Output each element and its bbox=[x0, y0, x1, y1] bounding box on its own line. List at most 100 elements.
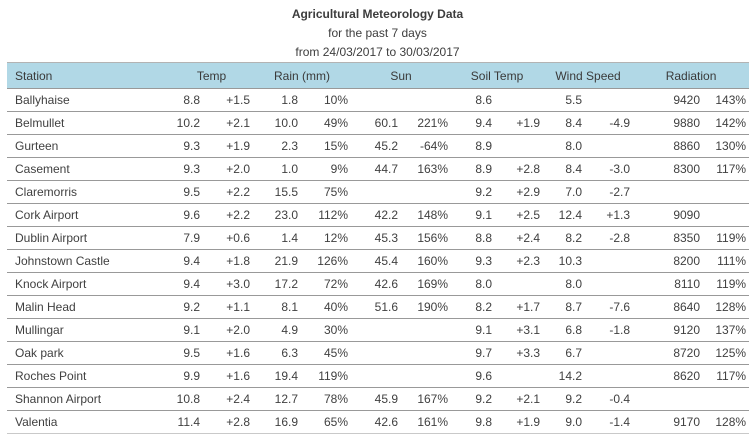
cell-wind_speed: 9.0 bbox=[543, 410, 586, 434]
column-header-sun: Sun bbox=[351, 62, 452, 89]
cell-sun_pct: 156% bbox=[401, 226, 452, 250]
cell-soil_temp_anomaly bbox=[495, 134, 544, 158]
cell-radiation_pct bbox=[703, 180, 750, 204]
cell-sun_pct bbox=[401, 180, 452, 204]
cell-radiation: 9120 bbox=[633, 318, 704, 342]
cell-soil_temp: 8.9 bbox=[451, 157, 496, 181]
column-header-wind-speed: Wind Speed bbox=[543, 62, 634, 89]
cell-station: Casement bbox=[7, 157, 170, 181]
cell-wind_speed_anomaly: -0.4 bbox=[585, 387, 634, 411]
cell-radiation: 8620 bbox=[633, 364, 704, 388]
cell-soil_temp_anomaly: +2.8 bbox=[495, 157, 544, 181]
cell-sun bbox=[351, 341, 401, 365]
cell-wind_speed: 8.0 bbox=[543, 272, 586, 296]
cell-wind_speed: 10.3 bbox=[543, 249, 586, 273]
meteorology-data-table: Station Temp Rain (mm) Sun Soil Temp Wind Spe… bbox=[7, 62, 750, 434]
cell-rain: 4.9 bbox=[253, 318, 301, 342]
cell-station: Roches Point bbox=[7, 364, 170, 388]
cell-temp_anomaly: +0.6 bbox=[203, 226, 253, 250]
cell-soil_temp_anomaly bbox=[495, 88, 544, 112]
cell-sun_pct bbox=[401, 88, 452, 112]
cell-sun_pct: 190% bbox=[401, 295, 452, 319]
cell-soil_temp: 9.8 bbox=[451, 410, 496, 434]
cell-radiation: 8350 bbox=[633, 226, 704, 250]
cell-soil_temp: 9.6 bbox=[451, 364, 496, 388]
cell-rain_pct: 40% bbox=[301, 295, 351, 319]
cell-rain_pct: 78% bbox=[301, 387, 351, 411]
cell-station: Oak park bbox=[7, 341, 170, 365]
cell-temp: 10.8 bbox=[170, 387, 203, 411]
cell-soil_temp: 9.7 bbox=[451, 341, 496, 365]
cell-radiation: 8640 bbox=[633, 295, 704, 319]
cell-temp_anomaly: +1.6 bbox=[203, 364, 253, 388]
cell-temp_anomaly: +1.6 bbox=[203, 341, 253, 365]
cell-rain: 1.0 bbox=[253, 157, 301, 181]
table-row: Belmullet 10.2 +2.1 10.0 49% 60.1 221% 9.4 +1.9 8… bbox=[7, 111, 750, 135]
cell-soil_temp: 8.9 bbox=[451, 134, 496, 158]
cell-temp: 9.3 bbox=[170, 157, 203, 181]
cell-rain: 10.0 bbox=[253, 111, 301, 135]
cell-rain_pct: 9% bbox=[301, 157, 351, 181]
cell-station: Belmullet bbox=[7, 111, 170, 135]
cell-station: Mullingar bbox=[7, 318, 170, 342]
cell-sun_pct bbox=[401, 341, 452, 365]
cell-sun: 45.2 bbox=[351, 134, 401, 158]
cell-temp: 9.5 bbox=[170, 341, 203, 365]
cell-rain: 17.2 bbox=[253, 272, 301, 296]
cell-station: Dublin Airport bbox=[7, 226, 170, 250]
cell-station: Malin Head bbox=[7, 295, 170, 319]
cell-radiation_pct: 137% bbox=[703, 318, 750, 342]
cell-sun_pct: 160% bbox=[401, 249, 452, 273]
cell-sun: 42.6 bbox=[351, 410, 401, 434]
cell-soil_temp: 8.0 bbox=[451, 272, 496, 296]
cell-soil_temp_anomaly: +3.1 bbox=[495, 318, 544, 342]
cell-temp: 9.9 bbox=[170, 364, 203, 388]
cell-temp: 9.5 bbox=[170, 180, 203, 204]
cell-wind_speed_anomaly: -2.7 bbox=[585, 180, 634, 204]
cell-radiation_pct bbox=[703, 203, 750, 227]
cell-sun: 51.6 bbox=[351, 295, 401, 319]
cell-radiation_pct: 142% bbox=[703, 111, 750, 135]
cell-temp: 8.8 bbox=[170, 88, 203, 112]
cell-sun: 44.7 bbox=[351, 157, 401, 181]
cell-sun_pct: 221% bbox=[401, 111, 452, 135]
table-header-row: Station Temp Rain (mm) Sun Soil Temp Wind Spe… bbox=[7, 62, 750, 89]
cell-rain_pct: 65% bbox=[301, 410, 351, 434]
table-row: Valentia 11.4 +2.8 16.9 65% 42.6 161% 9.8 +1.9 9.… bbox=[7, 410, 750, 434]
cell-temp_anomaly: +2.1 bbox=[203, 111, 253, 135]
cell-sun_pct bbox=[401, 318, 452, 342]
cell-temp: 7.9 bbox=[170, 226, 203, 250]
cell-rain_pct: 45% bbox=[301, 341, 351, 365]
cell-temp_anomaly: +1.9 bbox=[203, 134, 253, 158]
cell-rain_pct: 30% bbox=[301, 318, 351, 342]
cell-wind_speed: 7.0 bbox=[543, 180, 586, 204]
table-row: Ballyhaise 8.8 +1.5 1.8 10% 8.6 5.5 9420 143% bbox=[7, 88, 750, 112]
table-row: Johnstown Castle 9.4 +1.8 21.9 126% 45.4 160% 9… bbox=[7, 249, 750, 273]
cell-wind_speed_anomaly bbox=[585, 134, 634, 158]
cell-radiation_pct: 119% bbox=[703, 226, 750, 250]
page-subtitle-dates: from 24/03/2017 to 30/03/2017 bbox=[295, 45, 460, 59]
table-row: Oak park 9.5 +1.6 6.3 45% 9.7 +3.3 6.7 8720 125% bbox=[7, 341, 750, 365]
cell-radiation_pct: 117% bbox=[703, 364, 750, 388]
cell-rain: 21.9 bbox=[253, 249, 301, 273]
cell-rain: 19.4 bbox=[253, 364, 301, 388]
cell-temp: 9.4 bbox=[170, 249, 203, 273]
cell-wind_speed: 8.2 bbox=[543, 226, 586, 250]
cell-rain: 6.3 bbox=[253, 341, 301, 365]
cell-sun: 60.1 bbox=[351, 111, 401, 135]
cell-temp: 11.4 bbox=[170, 410, 203, 434]
column-header-temp: Temp bbox=[170, 62, 253, 89]
cell-sun: 45.9 bbox=[351, 387, 401, 411]
column-header-soil-temp: Soil Temp bbox=[451, 62, 544, 89]
title-block: Agricultural Meteorology Data for the pa… bbox=[0, 0, 755, 62]
cell-soil_temp_anomaly bbox=[495, 272, 544, 296]
table-body: Ballyhaise 8.8 +1.5 1.8 10% 8.6 5.5 9420 143% Bel… bbox=[7, 88, 750, 434]
cell-radiation_pct bbox=[703, 387, 750, 411]
cell-sun_pct: 169% bbox=[401, 272, 452, 296]
cell-sun: 45.3 bbox=[351, 226, 401, 250]
table-row: Shannon Airport 10.8 +2.4 12.7 78% 45.9 167% 9.… bbox=[7, 387, 750, 411]
cell-sun_pct: 161% bbox=[401, 410, 452, 434]
cell-wind_speed: 8.4 bbox=[543, 157, 586, 181]
cell-station: Claremorris bbox=[7, 180, 170, 204]
